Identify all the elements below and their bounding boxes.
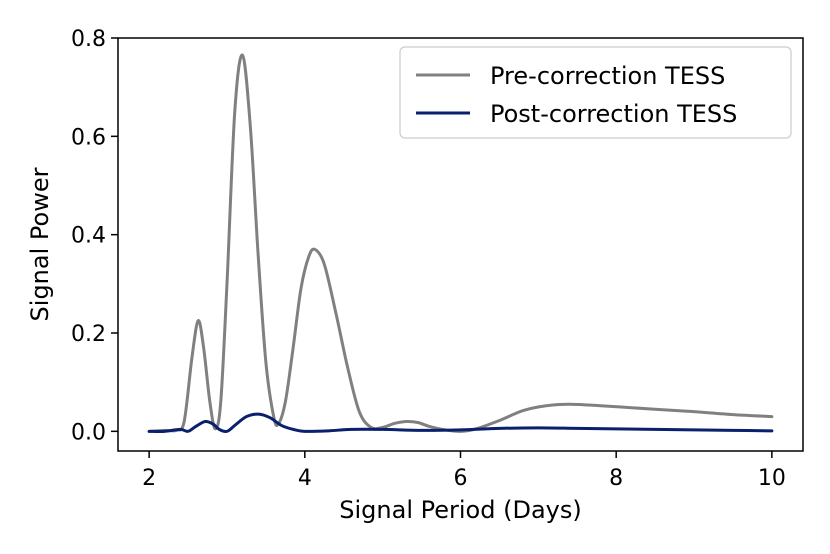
y-tick-label: 0.4 bbox=[71, 224, 106, 249]
series-layer bbox=[147, 53, 774, 433]
x-tick-label: 6 bbox=[454, 466, 468, 491]
legend-label-pre-correction: Pre-correction TESS bbox=[490, 62, 725, 90]
x-axis-title: Signal Period (Days) bbox=[339, 496, 581, 524]
y-tick-label: 0.0 bbox=[71, 420, 106, 445]
x-tick-label: 2 bbox=[142, 466, 156, 491]
x-tick-label: 10 bbox=[758, 466, 786, 491]
y-tick-label: 0.6 bbox=[71, 125, 106, 150]
axes-layer: 2 4 6 8 10 0.0 0.2 0.4 0.6 0.8 bbox=[71, 27, 804, 491]
y-tick-label: 0.8 bbox=[71, 27, 106, 52]
y-axis-title: Signal Power bbox=[26, 167, 54, 321]
legend: Pre-correction TESS Post-correction TESS bbox=[399, 46, 792, 139]
legend-label-post-correction: Post-correction TESS bbox=[490, 100, 737, 128]
legend-box bbox=[399, 46, 792, 139]
x-tick-label: 4 bbox=[298, 466, 312, 491]
x-tick-label: 8 bbox=[609, 466, 623, 491]
y-tick-label: 0.2 bbox=[71, 322, 106, 347]
series-line-post-correction bbox=[147, 412, 774, 433]
